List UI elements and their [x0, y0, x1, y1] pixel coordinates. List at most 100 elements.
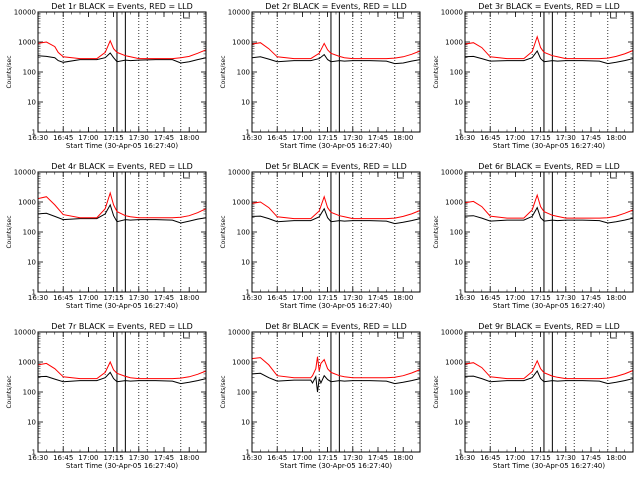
plot-frame	[464, 171, 634, 293]
y-tick-label: 1000	[18, 199, 36, 207]
corner-mark	[610, 12, 618, 19]
y-axis-label: Counts/sec	[433, 375, 440, 408]
x-tick-label: 16:30	[28, 134, 48, 142]
y-tick-label: 1	[246, 129, 250, 137]
y-tick-label: 1	[459, 289, 463, 297]
x-tick-label: 17:45	[368, 454, 388, 462]
x-tick-label: 16:45	[480, 134, 500, 142]
x-tick-label: 16:30	[242, 134, 262, 142]
detector-panel-1: Det 1r BLACK = Events, RED = LLD Counts/s…	[6, 2, 207, 150]
x-tick-label: 17:00	[505, 454, 525, 462]
y-axis-label: Counts/sec	[433, 215, 440, 248]
lld-series-line	[464, 35, 634, 60]
x-tick-label: 17:15	[104, 454, 124, 462]
plot-frame	[464, 11, 634, 133]
y-axis-label: Counts/sec	[220, 375, 227, 408]
x-tick-label: 17:30	[343, 134, 363, 142]
x-axis-label: Start Time (30-Apr-05 16:27:40)	[280, 302, 392, 310]
y-tick-label: 1	[246, 289, 250, 297]
lld-series-line	[251, 42, 421, 60]
x-tick-label: 17:45	[368, 294, 388, 302]
x-tick-label: 16:45	[53, 454, 73, 462]
y-tick-label: 10000	[14, 9, 36, 17]
y-tick-label: 10	[454, 259, 463, 267]
x-tick-label: 17:45	[154, 294, 174, 302]
lld-series-line	[37, 360, 207, 380]
x-tick-label: 16:30	[455, 294, 475, 302]
x-tick-label: 16:30	[28, 454, 48, 462]
y-tick-label: 1000	[232, 39, 250, 47]
detector-panel-3: Det 3r BLACK = Events, RED = LLD Counts/s…	[433, 2, 634, 150]
x-tick-label: 16:30	[242, 294, 262, 302]
corner-mark	[397, 172, 405, 179]
x-axis-label: Start Time (30-Apr-05 16:27:40)	[493, 302, 605, 310]
y-tick-label: 100	[237, 69, 250, 77]
y-tick-label: 10	[241, 259, 250, 267]
lld-series-line	[464, 359, 634, 380]
y-tick-label: 100	[23, 69, 36, 77]
y-axis-label: Counts/sec	[6, 375, 13, 408]
corner-mark	[183, 12, 191, 19]
x-tick-label: 17:15	[531, 294, 551, 302]
y-tick-label: 1000	[232, 199, 250, 207]
y-tick-label: 10000	[441, 169, 463, 177]
x-tick-label: 17:30	[343, 454, 363, 462]
chart-title: Det 6r BLACK = Events, RED = LLD	[478, 162, 620, 171]
events-series-line	[464, 370, 634, 385]
x-tick-label: 17:00	[292, 454, 312, 462]
x-tick-label: 17:45	[581, 454, 601, 462]
y-tick-label: 100	[237, 229, 250, 237]
corner-mark	[183, 172, 191, 179]
y-tick-label: 1	[32, 449, 36, 457]
events-series-line	[251, 372, 421, 393]
plot-frame	[251, 11, 421, 133]
chart-title: Det 9r BLACK = Events, RED = LLD	[478, 322, 620, 331]
x-tick-label: 17:00	[505, 134, 525, 142]
y-tick-label: 10000	[14, 329, 36, 337]
x-tick-label: 17:00	[292, 294, 312, 302]
lld-series-line	[251, 356, 421, 379]
y-tick-label: 10	[454, 419, 463, 427]
y-tick-label: 10	[27, 99, 36, 107]
x-tick-label: 17:15	[531, 134, 551, 142]
x-axis-label: Start Time (30-Apr-05 16:27:40)	[280, 462, 392, 470]
x-axis-label: Start Time (30-Apr-05 16:27:40)	[280, 142, 392, 150]
plot-frame	[37, 331, 207, 453]
x-tick-label: 18:00	[179, 134, 199, 142]
y-tick-label: 10000	[228, 169, 250, 177]
chart-title: Det 7r BLACK = Events, RED = LLD	[51, 322, 193, 331]
x-axis-label: Start Time (30-Apr-05 16:27:40)	[493, 462, 605, 470]
chart-title: Det 3r BLACK = Events, RED = LLD	[478, 2, 620, 11]
y-tick-label: 1000	[445, 39, 463, 47]
chart-title: Det 1r BLACK = Events, RED = LLD	[51, 2, 193, 11]
y-tick-label: 1000	[445, 359, 463, 367]
chart-title: Det 4r BLACK = Events, RED = LLD	[51, 162, 193, 171]
corner-mark	[610, 172, 618, 179]
x-tick-label: 17:45	[581, 294, 601, 302]
y-tick-label: 100	[23, 229, 36, 237]
y-tick-label: 10	[27, 259, 36, 267]
x-tick-label: 16:45	[480, 294, 500, 302]
x-tick-label: 17:45	[154, 134, 174, 142]
x-tick-label: 18:00	[179, 294, 199, 302]
x-tick-label: 17:15	[104, 134, 124, 142]
y-tick-label: 100	[450, 69, 463, 77]
x-tick-label: 16:45	[267, 294, 287, 302]
detector-panel-8: Det 8r BLACK = Events, RED = LLD Counts/s…	[220, 322, 421, 470]
x-tick-label: 16:45	[480, 454, 500, 462]
detector-panel-2: Det 2r BLACK = Events, RED = LLD Counts/s…	[220, 2, 421, 150]
x-tick-label: 17:15	[318, 294, 338, 302]
y-axis-label: Counts/sec	[6, 55, 13, 88]
events-series-line	[251, 207, 421, 225]
y-tick-label: 10	[454, 99, 463, 107]
lld-series-line	[251, 195, 421, 220]
x-tick-label: 16:45	[267, 454, 287, 462]
x-tick-label: 17:00	[78, 294, 98, 302]
x-tick-label: 16:45	[53, 134, 73, 142]
lld-series-line	[37, 191, 207, 219]
chart-title: Det 8r BLACK = Events, RED = LLD	[265, 322, 407, 331]
lld-series-line	[464, 193, 634, 219]
x-tick-label: 16:45	[267, 134, 287, 142]
x-tick-label: 16:45	[53, 294, 73, 302]
